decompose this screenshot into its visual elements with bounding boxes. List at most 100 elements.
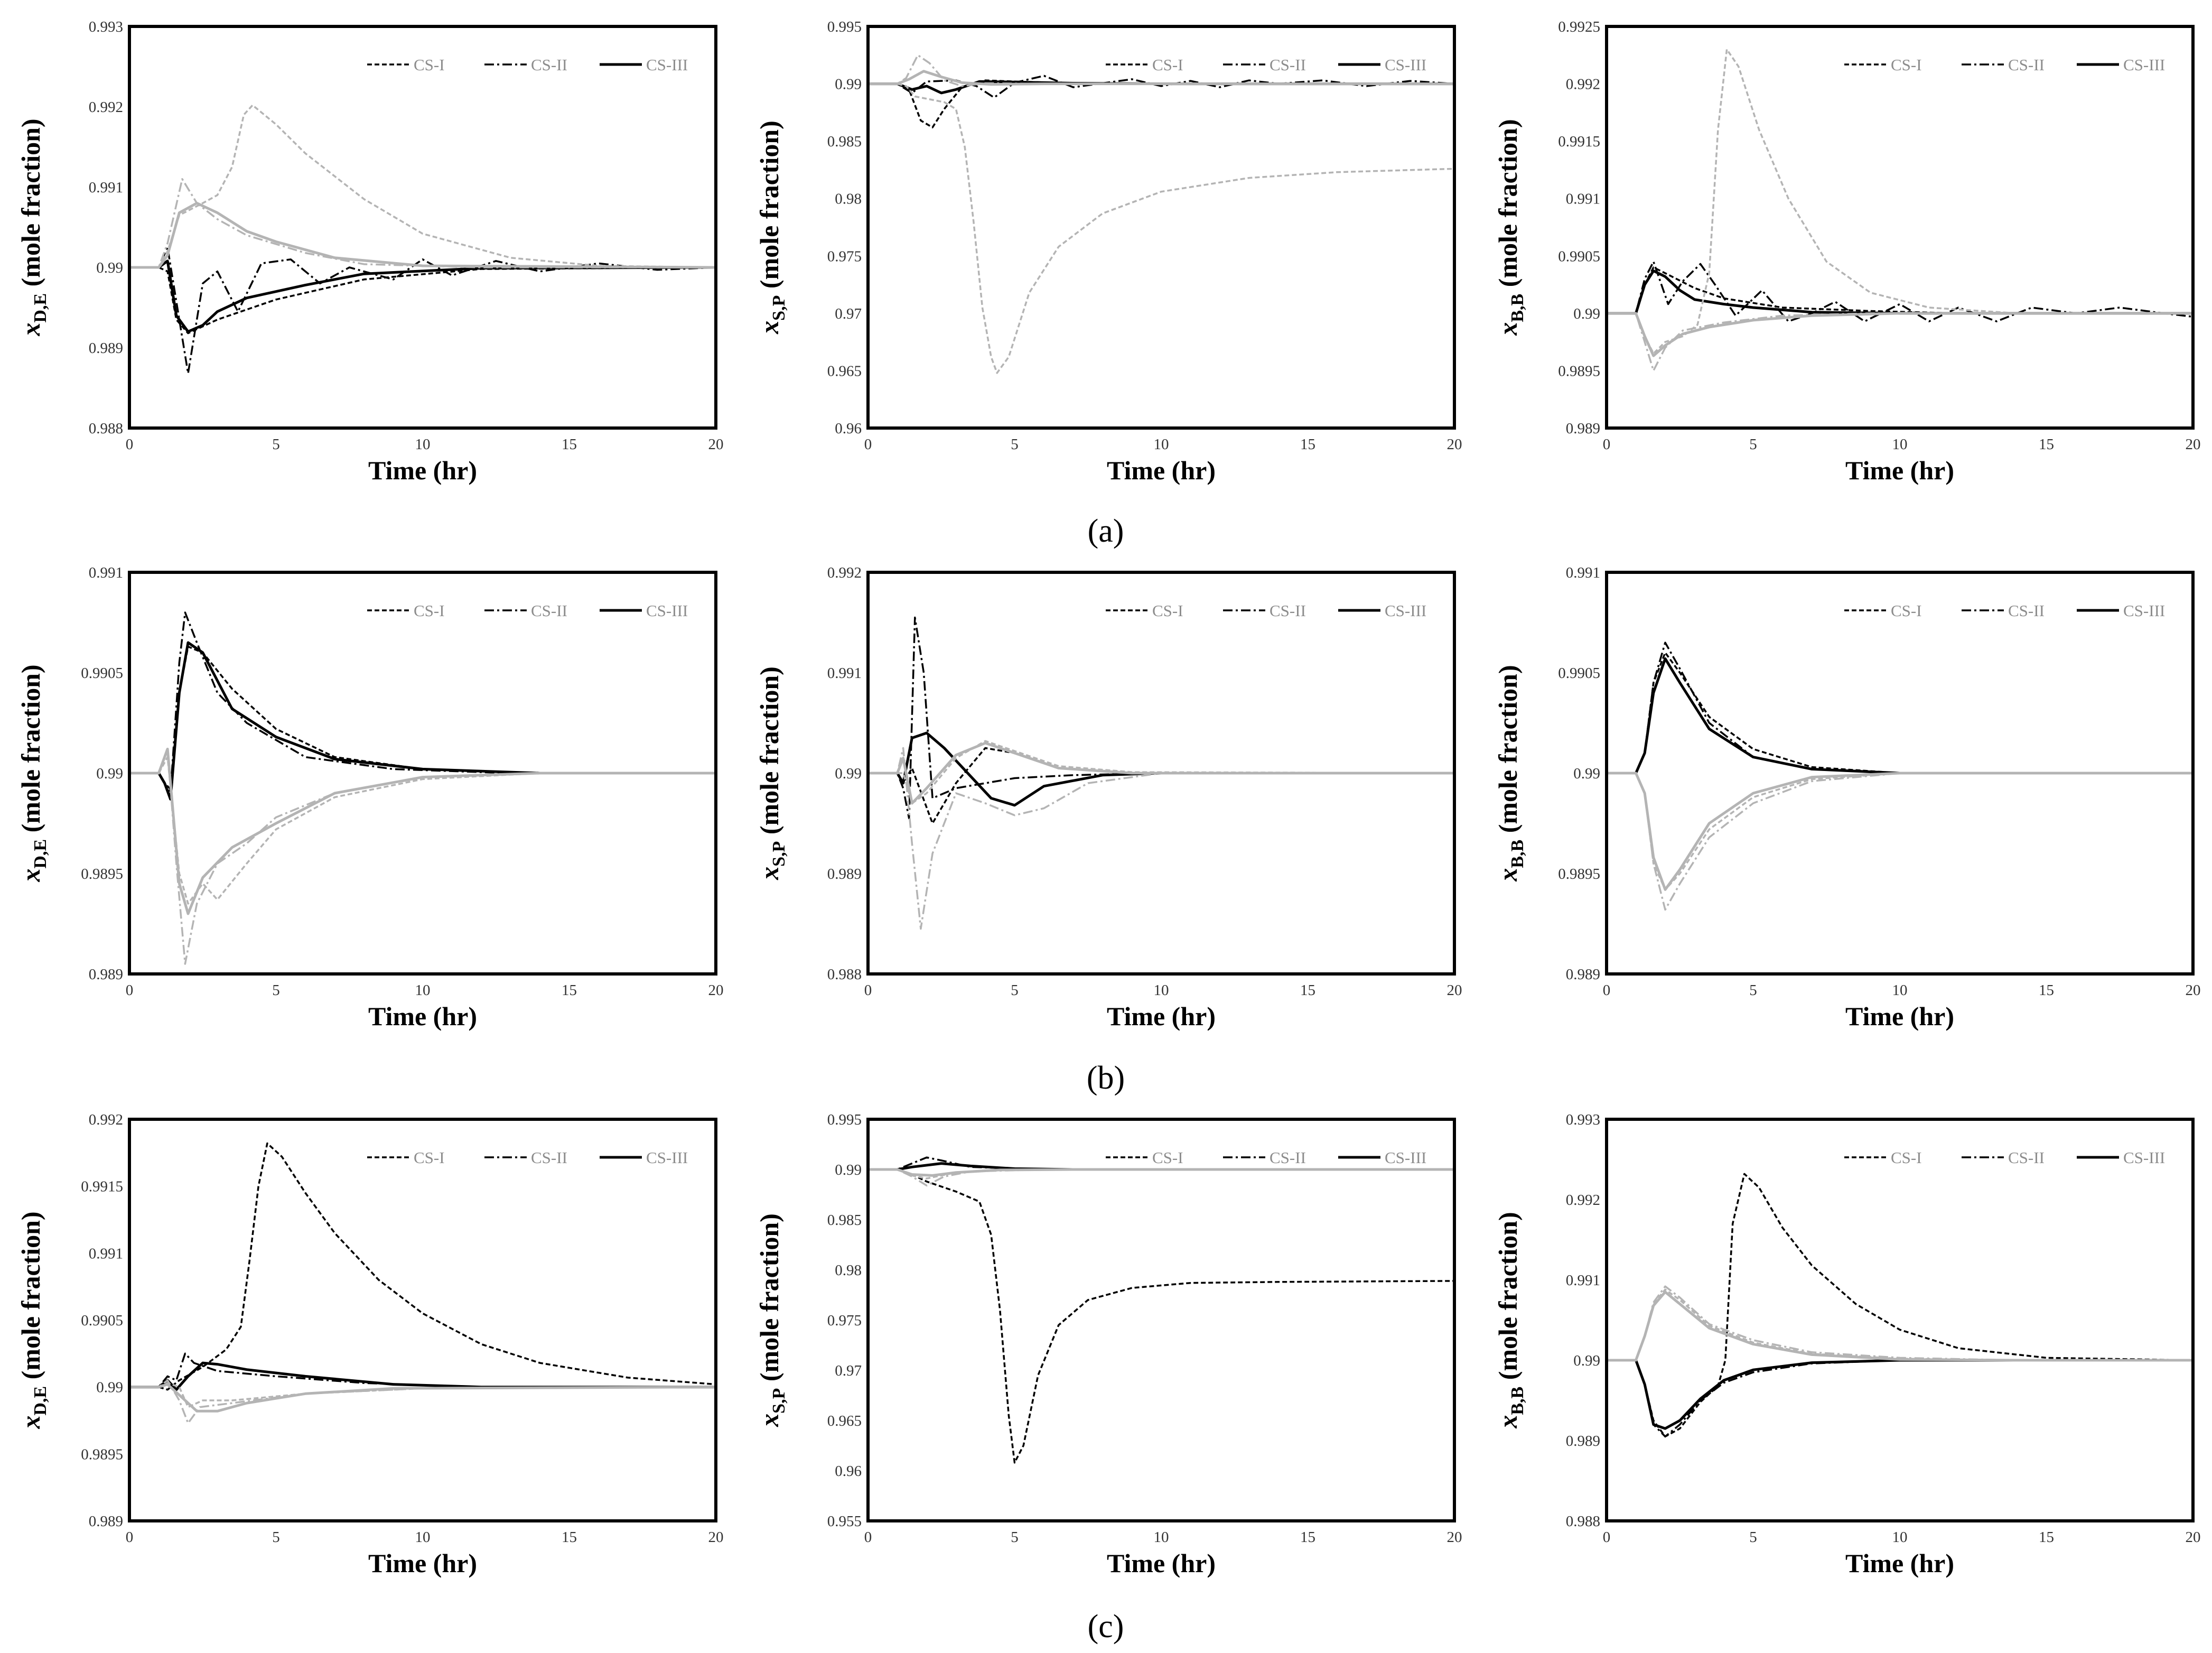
chart-b2-yaxis-subscript: S,P — [769, 841, 789, 867]
chart-a2-ytick-label: 0.98 — [835, 191, 862, 208]
chart-a2-xtick-label: 0 — [864, 436, 872, 453]
chart-b1-yaxis-units: (mole fraction) — [16, 664, 45, 839]
chart-b1-xtick-label: 15 — [562, 982, 577, 999]
chart-b2-legend-label-cs-ii: CS-II — [1270, 601, 1306, 620]
chart-c1-xtick-label: 10 — [415, 1529, 431, 1546]
chart-c2-ytick-label: 0.955 — [827, 1513, 862, 1530]
chart-c1-series-black-cs-i — [129, 1142, 716, 1391]
chart-c1-ytick-label: 0.9905 — [81, 1312, 123, 1329]
chart-a1-series-gray-cs-iii — [129, 201, 716, 269]
chart-c2-xtick-label: 10 — [1154, 1529, 1169, 1546]
chart-a2-xtick-label: 10 — [1154, 436, 1169, 453]
chart-a1-ytick-label: 0.988 — [89, 420, 123, 437]
chart-b3-xtick-label: 0 — [1603, 982, 1611, 999]
chart-a2-xtick-label: 5 — [1011, 436, 1019, 453]
chart-b3-legend-label-cs-i: CS-I — [1891, 601, 1922, 620]
chart-c3-plot-frame — [1605, 1118, 2195, 1522]
chart-b1-ytick-label: 0.9905 — [81, 665, 123, 682]
chart-c1-yaxis-variable: x — [16, 1416, 45, 1429]
chart-b2-ytick-label: 0.99 — [835, 765, 862, 782]
chart-a3-yaxis-subscript: B,B — [1508, 294, 1527, 322]
chart-a3-yaxis-units: (mole fraction) — [1493, 119, 1523, 293]
chart-a2-yaxis-variable: x — [754, 321, 784, 335]
chart-c1-xtick-label: 15 — [562, 1529, 577, 1546]
chart-b1-legend-label-cs-i: CS-I — [414, 601, 445, 620]
chart-b2-series-gray-cs-i — [868, 740, 1455, 804]
chart-b2-yaxis-units: (mole fraction) — [754, 666, 784, 841]
chart-a3-xtick-label: 10 — [1892, 436, 1908, 453]
chart-a1-xtick-label: 15 — [562, 436, 577, 453]
chart-c2-ytick-label: 0.985 — [827, 1212, 862, 1229]
chart-c1-ytick-label: 0.991 — [89, 1245, 123, 1262]
chart-c3-xtick-label: 20 — [2186, 1529, 2201, 1546]
chart-b1-series-black-cs-iii — [129, 641, 716, 801]
chart-b3-xtick-label: 10 — [1892, 982, 1908, 999]
chart-a1-legend-label-cs-iii: CS-III — [646, 55, 688, 74]
chart-b1-legend-label-cs-ii: CS-II — [531, 601, 567, 620]
chart-a1-ytick-label: 0.992 — [89, 99, 123, 116]
chart-b2-xtick-label: 15 — [1300, 982, 1315, 999]
charts-layer: 0 5 10 15 20 0.988 0.989 0.99 0.991 0.992 0.993 Tim… — [16, 18, 2201, 1578]
chart-a3-ytick-label: 0.9905 — [1558, 248, 1600, 265]
chart-c3-ytick-label: 0.99 — [1573, 1352, 1600, 1369]
chart-c2-xaxis-title: Time (hr) — [1107, 1548, 1216, 1578]
chart-b3-plot-frame — [1605, 571, 2195, 976]
chart-b3-yaxis-title: xB,B (mole fraction) — [1493, 665, 1527, 881]
chart-b1-ytick-label: 0.989 — [89, 966, 123, 983]
chart-a1-ytick-label: 0.99 — [96, 259, 123, 276]
chart-c3-ytick-label: 0.988 — [1566, 1513, 1600, 1530]
chart-c3-yaxis-variable: x — [1493, 1415, 1523, 1429]
chart-b3-series-gray-cs-iii — [1607, 772, 2193, 891]
chart-a1-xtick-label: 10 — [415, 436, 431, 453]
chart-c2-legend-label-cs-i: CS-I — [1152, 1148, 1183, 1167]
chart-a3-xtick-label: 20 — [2186, 436, 2201, 453]
panel-label-c: (c) — [1088, 1609, 1124, 1645]
chart-c3-legend-label-cs-iii: CS-III — [2123, 1148, 2165, 1167]
chart-a3-plot-frame — [1605, 25, 2195, 430]
chart-c2-ytick-label: 0.96 — [835, 1463, 862, 1480]
chart-b1: 0 5 10 15 20 0.989 0.9895 0.99 0.9905 0.991 Time (… — [16, 564, 724, 1031]
chart-b2-ytick-label: 0.991 — [827, 665, 862, 682]
chart-a2-ytick-label: 0.99 — [835, 76, 862, 93]
chart-a2-plot-frame — [866, 25, 1456, 430]
chart-c2-xtick-label: 5 — [1011, 1529, 1019, 1546]
chart-b1-ytick-label: 0.9895 — [81, 866, 123, 883]
chart-b1-yaxis-subscript: D,E — [31, 839, 50, 869]
chart-a1-xtick-label: 0 — [126, 436, 134, 453]
chart-a3-ytick-label: 0.9915 — [1558, 133, 1600, 150]
chart-c2-series-gray-cs-iii — [868, 1168, 1454, 1177]
chart-a2-yaxis-subscript: S,P — [769, 295, 789, 321]
chart-c3-legend-label-cs-ii: CS-II — [2008, 1148, 2045, 1167]
chart-a1-series-black-cs-iii — [129, 259, 716, 333]
chart-c1-series-black-cs-ii — [129, 1352, 716, 1388]
chart-a3-xaxis-title: Time (hr) — [1845, 456, 1954, 485]
chart-a1-xtick-label: 5 — [272, 436, 280, 453]
chart-b2-xaxis-title: Time (hr) — [1107, 1001, 1216, 1031]
chart-c2-xtick-label: 20 — [1447, 1529, 1462, 1546]
chart-b3-xtick-label: 5 — [1749, 982, 1757, 999]
chart-c3-series-black-cs-iii — [1607, 1359, 2193, 1430]
chart-c3-xtick-label: 0 — [1603, 1529, 1611, 1546]
chart-c1-xtick-label: 5 — [272, 1529, 280, 1546]
chart-c1: 0 5 10 15 20 0.989 0.9895 0.99 0.9905 0.991 0.9915… — [16, 1111, 724, 1578]
chart-a2-yaxis-units: (mole fraction) — [754, 120, 784, 295]
chart-a1-xaxis-title: Time (hr) — [368, 456, 477, 485]
chart-b2-yaxis-variable: x — [754, 867, 784, 880]
chart-a3-xtick-label: 5 — [1749, 436, 1757, 453]
chart-b2-plot-frame — [866, 571, 1456, 976]
chart-b2-yaxis-title: xS,P (mole fraction) — [754, 666, 789, 880]
chart-b2-ytick-label: 0.989 — [827, 866, 862, 883]
chart-a2-xtick-label: 20 — [1447, 436, 1462, 453]
chart-b1-legend-label-cs-iii: CS-III — [646, 601, 688, 620]
chart-c1-ytick-label: 0.9895 — [81, 1446, 123, 1463]
chart-a1-ytick-label: 0.991 — [89, 179, 123, 196]
chart-a3-ytick-label: 0.992 — [1566, 76, 1600, 93]
chart-b2: 0 5 10 15 20 0.988 0.989 0.99 0.991 0.992 Time (hr… — [754, 564, 1462, 1031]
chart-a3-ytick-label: 0.9925 — [1558, 18, 1600, 35]
chart-c3-ytick-label: 0.993 — [1566, 1111, 1600, 1128]
chart-a1-ytick-label: 0.993 — [89, 18, 123, 35]
chart-c1-legend-label-cs-i: CS-I — [414, 1148, 445, 1167]
chart-c1-legend-label-cs-ii: CS-II — [531, 1148, 567, 1167]
chart-b3-series-gray-cs-i — [1607, 772, 2193, 891]
